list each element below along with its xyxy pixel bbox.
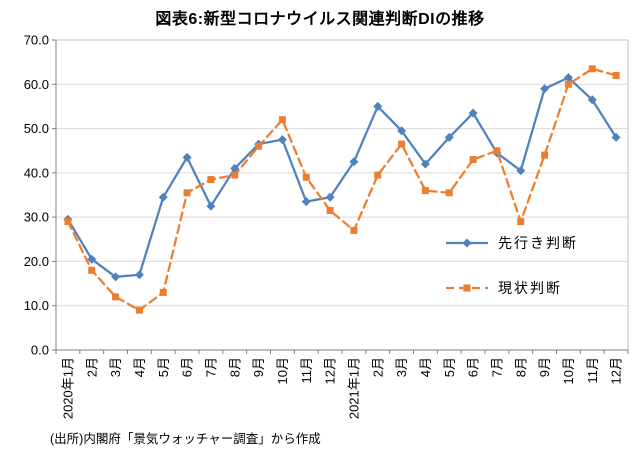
x-tick-label: 6月 xyxy=(180,357,195,377)
legend-swatch-marker xyxy=(462,238,472,248)
x-tick-label: 5月 xyxy=(156,357,171,377)
x-tick-label: 9月 xyxy=(537,357,552,377)
series-marker xyxy=(373,101,383,111)
series-marker xyxy=(183,189,191,197)
series-marker xyxy=(88,266,96,274)
series-marker xyxy=(611,132,621,142)
series-marker xyxy=(517,218,525,226)
x-tick-label: 6月 xyxy=(466,357,481,377)
series-marker xyxy=(563,73,573,83)
y-tick-label: 30.0 xyxy=(24,210,49,225)
series-marker xyxy=(541,151,549,159)
series-marker xyxy=(278,116,286,124)
x-tick-label: 11月 xyxy=(585,357,600,384)
y-tick-label: 10.0 xyxy=(24,298,49,313)
series-marker xyxy=(468,108,478,118)
x-tick-label: 7月 xyxy=(489,357,504,377)
series-marker xyxy=(612,71,620,79)
series-marker xyxy=(207,176,215,183)
source-note: (出所)内閣府「景気ウォッチャー調査」から作成 xyxy=(50,432,321,446)
series-marker xyxy=(516,166,526,176)
series-marker xyxy=(469,156,477,164)
x-tick-label: 11月 xyxy=(299,357,314,384)
series-marker xyxy=(206,201,216,211)
series-marker xyxy=(64,218,72,226)
y-tick-label: 40.0 xyxy=(24,165,49,180)
series-marker xyxy=(112,293,120,301)
x-tick-label: 3月 xyxy=(108,357,123,377)
x-tick-label: 10月 xyxy=(275,357,290,384)
series-marker xyxy=(349,157,359,167)
x-tick-label: 2021年1月 xyxy=(346,357,361,419)
series-marker xyxy=(421,187,429,195)
series-marker xyxy=(301,197,311,207)
series-marker xyxy=(374,171,382,179)
x-tick-label: 4月 xyxy=(132,357,147,377)
series-marker xyxy=(445,189,453,197)
chart-title: 図表6:新型コロナウイルス関連判断DIの推移 xyxy=(155,11,485,28)
x-tick-label: 9月 xyxy=(251,357,266,377)
series-marker xyxy=(182,152,192,162)
x-tick-label: 3月 xyxy=(394,357,409,377)
series-marker xyxy=(135,306,143,314)
y-tick-label: 50.0 xyxy=(24,121,49,136)
legend-label: 現状判断 xyxy=(498,280,562,296)
legend-label: 先行き判断 xyxy=(498,235,578,251)
x-tick-label: 12月 xyxy=(609,357,624,384)
series-line xyxy=(66,67,618,312)
x-tick-label: 10月 xyxy=(561,357,576,384)
x-tick-label: 2月 xyxy=(370,357,385,377)
series-marker xyxy=(326,207,334,214)
series-marker xyxy=(587,95,597,105)
x-tick-label: 12月 xyxy=(323,357,338,384)
x-tick-label: 8月 xyxy=(227,357,242,377)
x-tick-label: 7月 xyxy=(203,357,218,377)
y-tick-label: 0.0 xyxy=(31,343,49,358)
x-tick-label: 5月 xyxy=(442,357,457,377)
series-marker xyxy=(325,192,335,202)
y-tick-label: 60.0 xyxy=(24,77,49,92)
series-marker xyxy=(302,173,310,181)
x-tick-label: 4月 xyxy=(418,357,433,377)
series-marker xyxy=(111,272,121,282)
x-tick-label: 2月 xyxy=(84,357,99,377)
plot-border xyxy=(55,39,629,351)
series-marker xyxy=(420,159,430,169)
series-marker xyxy=(397,126,407,136)
series-marker xyxy=(444,132,454,142)
series-marker xyxy=(540,84,550,94)
series-marker xyxy=(493,147,501,155)
series-marker xyxy=(255,142,263,150)
series-marker xyxy=(231,171,239,179)
x-tick-label: 2020年1月 xyxy=(60,357,75,419)
series-marker xyxy=(134,270,144,280)
series-line xyxy=(66,76,618,279)
series-marker xyxy=(398,140,406,148)
series-marker xyxy=(588,65,596,73)
series-marker xyxy=(564,80,572,88)
series-marker xyxy=(159,288,167,296)
y-tick-label: 70.0 xyxy=(24,33,49,48)
legend-swatch-marker xyxy=(463,284,471,292)
x-tick-label: 8月 xyxy=(513,357,528,377)
y-tick-label: 20.0 xyxy=(24,254,49,269)
series-marker xyxy=(87,254,97,264)
series-marker xyxy=(350,226,358,234)
series-marker xyxy=(277,135,287,145)
series-marker xyxy=(158,192,168,202)
